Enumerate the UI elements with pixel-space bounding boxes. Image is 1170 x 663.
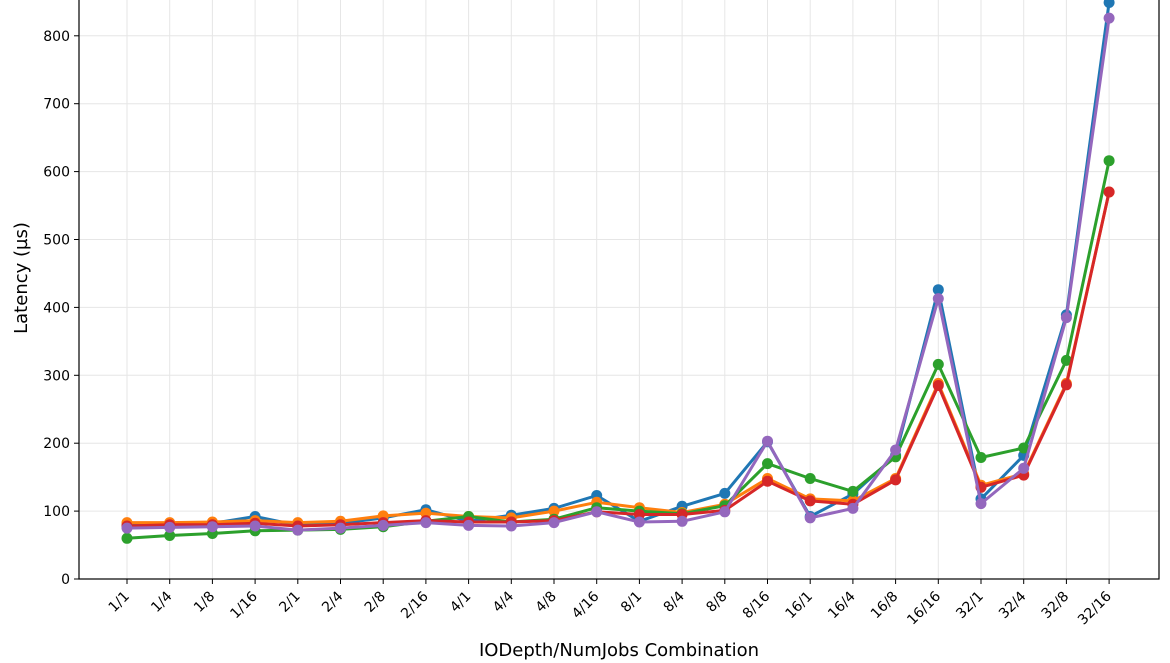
data-point <box>1018 442 1030 454</box>
x-axis: 1/1 1/4 1/8 1/16 2/1 2/4 2/8 2/16 4/1 4/4 4/8 4/16 8… <box>106 579 1115 628</box>
data-point <box>591 506 603 518</box>
x-tick-label: 16/4 <box>825 588 859 622</box>
y-tick-label: 600 <box>43 165 70 181</box>
data-point <box>377 519 389 531</box>
y-axis: 0 100 200 300 400 500 600 700 800 <box>43 29 79 588</box>
x-tick-label: 1/4 <box>148 588 175 615</box>
x-tick-label: 16/1 <box>782 589 816 623</box>
data-point <box>932 380 944 391</box>
data-point <box>932 358 944 370</box>
data-point <box>463 519 475 531</box>
data-point <box>164 530 176 541</box>
series-5 <box>121 12 1115 536</box>
data-point <box>890 474 902 486</box>
x-tick-label: 16/16 <box>904 588 944 628</box>
data-point <box>1103 155 1115 167</box>
data-point <box>932 284 944 296</box>
data-point <box>164 521 176 533</box>
grid <box>79 0 1159 580</box>
data-point <box>847 485 859 497</box>
data-point <box>804 512 816 524</box>
data-point <box>676 515 688 527</box>
data-point <box>420 517 432 529</box>
x-tick-label: 8/1 <box>618 589 645 616</box>
x-tick-label: 16/8 <box>868 589 902 623</box>
x-tick-label: 8/4 <box>661 588 688 615</box>
x-tick-label: 8/16 <box>740 588 774 622</box>
data-point <box>762 435 773 447</box>
data-point <box>719 506 731 518</box>
x-tick-label: 32/16 <box>1075 588 1115 628</box>
x-axis-title: IODepth/NumJobs Combination <box>479 640 759 661</box>
series-2 <box>121 186 1115 529</box>
data-point <box>1103 0 1115 8</box>
series-line <box>125 190 1111 528</box>
x-tick-label: 1/1 <box>106 589 133 616</box>
x-tick-label: 8/8 <box>703 589 730 616</box>
data-point <box>975 498 987 510</box>
x-tick-label: 4/16 <box>569 588 603 622</box>
x-tick-label: 32/8 <box>1039 589 1073 623</box>
x-tick-label: 2/4 <box>319 588 346 615</box>
x-tick-label: 32/4 <box>996 588 1030 622</box>
series-line <box>125 1 1111 527</box>
data-point <box>121 532 133 544</box>
data-point <box>804 473 816 484</box>
series-layer <box>121 0 1115 544</box>
y-tick-label: 500 <box>43 233 70 249</box>
data-point <box>975 452 987 463</box>
data-point <box>548 517 560 529</box>
y-tick-label: 100 <box>43 504 70 520</box>
data-point <box>890 444 902 456</box>
y-tick-label: 0 <box>61 572 70 588</box>
y-tick-label: 700 <box>43 97 70 113</box>
data-point <box>719 487 731 499</box>
data-point <box>1060 312 1072 324</box>
series-line <box>125 159 1111 540</box>
data-point <box>762 458 773 470</box>
data-point <box>249 520 261 532</box>
data-point <box>1103 186 1115 198</box>
x-tick-label: 2/8 <box>362 589 389 616</box>
x-tick-label: 4/1 <box>447 589 474 616</box>
data-point <box>847 502 859 514</box>
data-point <box>206 521 218 533</box>
x-tick-label: 1/8 <box>191 589 218 616</box>
data-point <box>121 522 133 534</box>
data-point <box>335 522 346 534</box>
data-point <box>633 516 645 528</box>
data-point <box>1018 462 1030 474</box>
data-point <box>505 520 517 532</box>
x-tick-label: 1/16 <box>227 588 261 622</box>
data-point <box>932 293 944 305</box>
x-tick-label: 32/1 <box>953 589 987 623</box>
series-line <box>125 190 1111 525</box>
y-tick-label: 200 <box>43 436 70 452</box>
x-tick-label: 4/4 <box>490 588 517 615</box>
x-tick-label: 4/8 <box>533 589 560 616</box>
data-point <box>1103 12 1115 24</box>
x-tick-label: 2/1 <box>276 589 303 616</box>
plot-frame <box>78 0 1160 580</box>
y-tick-label: 300 <box>43 368 70 384</box>
series-3 <box>121 155 1115 544</box>
data-point <box>804 495 816 507</box>
y-tick-label: 400 <box>43 300 70 316</box>
data-point <box>292 524 304 536</box>
data-point <box>1060 379 1072 391</box>
series-line <box>125 16 1111 532</box>
y-axis-title: Latency (µs) <box>11 222 32 334</box>
series-4 <box>121 186 1115 532</box>
y-tick-label: 800 <box>43 29 70 45</box>
data-point <box>1060 354 1072 366</box>
x-tick-label: 2/16 <box>398 588 432 622</box>
data-point <box>548 505 560 517</box>
data-point <box>762 475 773 487</box>
